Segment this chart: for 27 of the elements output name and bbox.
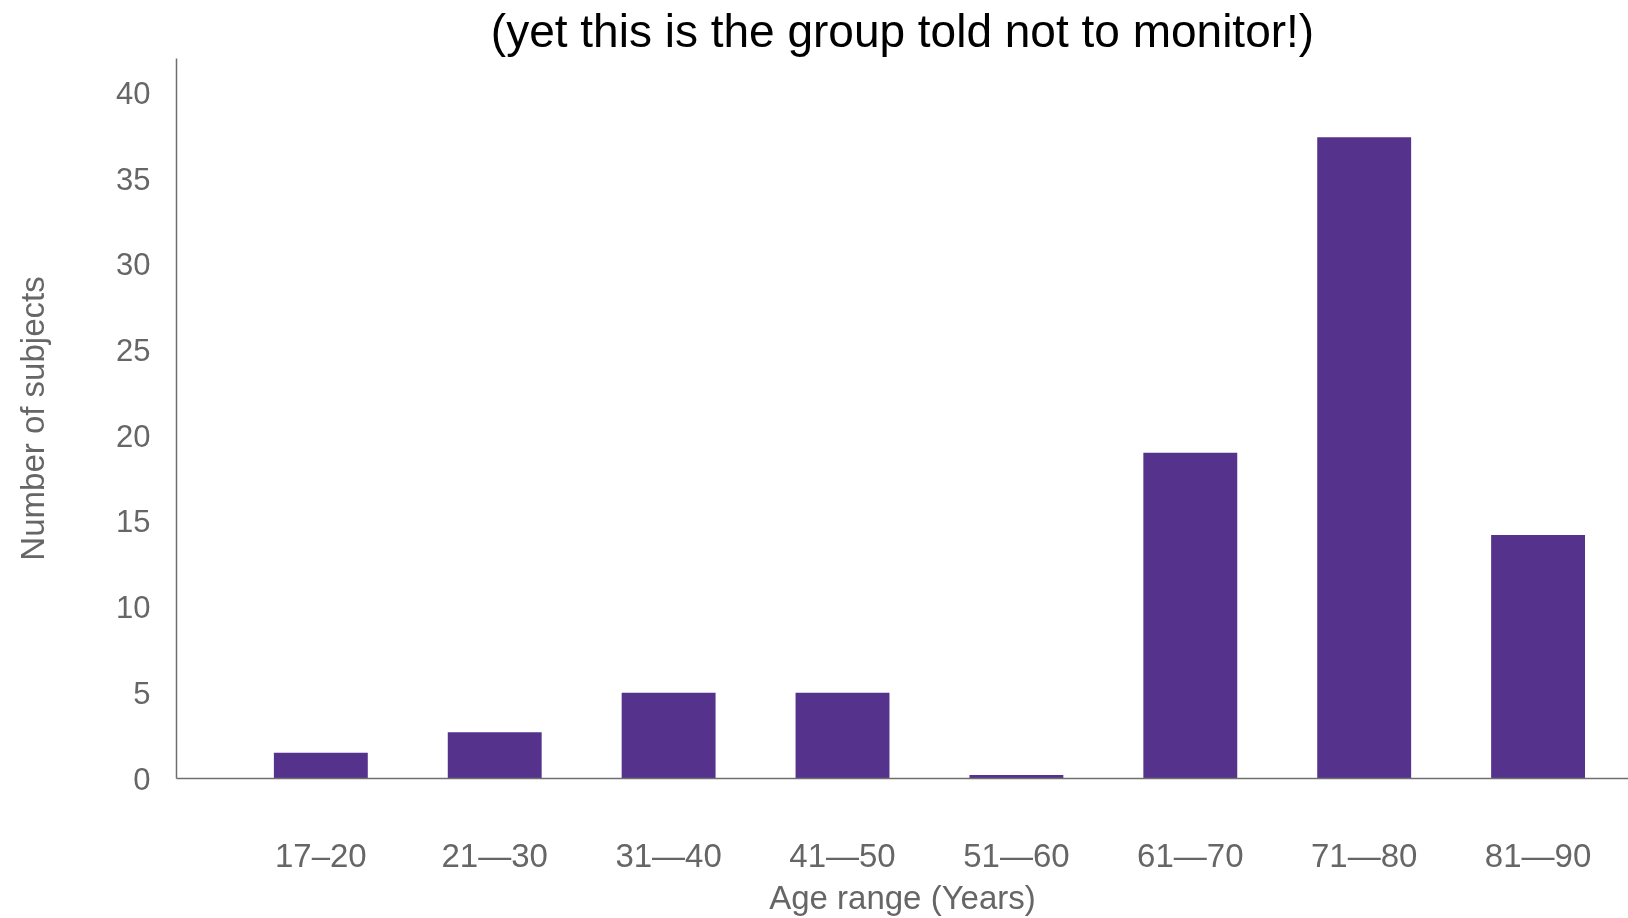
x-tick-label: 61—70 [1137,836,1244,874]
y-tick-label: 0 [133,761,151,797]
y-axis-title: Number of subjects [14,276,52,561]
chart-title: (yet this is the group told not to monitor!) [490,4,1315,57]
x-tick-label: 81—90 [1484,836,1592,874]
x-tick-label: 41—50 [789,836,896,874]
y-tick-label: 15 [116,504,151,540]
bar [1491,535,1586,779]
y-tick-label: 40 [116,75,151,111]
y-tick-label: 10 [116,590,151,626]
x-tick-label: 31—40 [615,836,722,874]
y-tick-label: 5 [133,675,151,711]
bar [795,692,890,779]
x-axis-title: Age range (Years) [769,878,1036,916]
bar [1317,137,1412,779]
x-tick-label: 21—30 [441,836,548,874]
y-tick-label: 35 [116,161,151,197]
y-tick-label: 25 [116,332,151,368]
y-tick-label: 30 [116,247,151,283]
bar [1143,452,1238,779]
y-tick-label: 20 [116,418,151,454]
bar [621,692,716,779]
bar [273,752,368,779]
x-tick-label: 51—60 [963,836,1070,874]
x-tick-label: 17–20 [274,836,367,874]
x-tick-label: 71—80 [1310,836,1418,874]
bar [447,732,542,779]
